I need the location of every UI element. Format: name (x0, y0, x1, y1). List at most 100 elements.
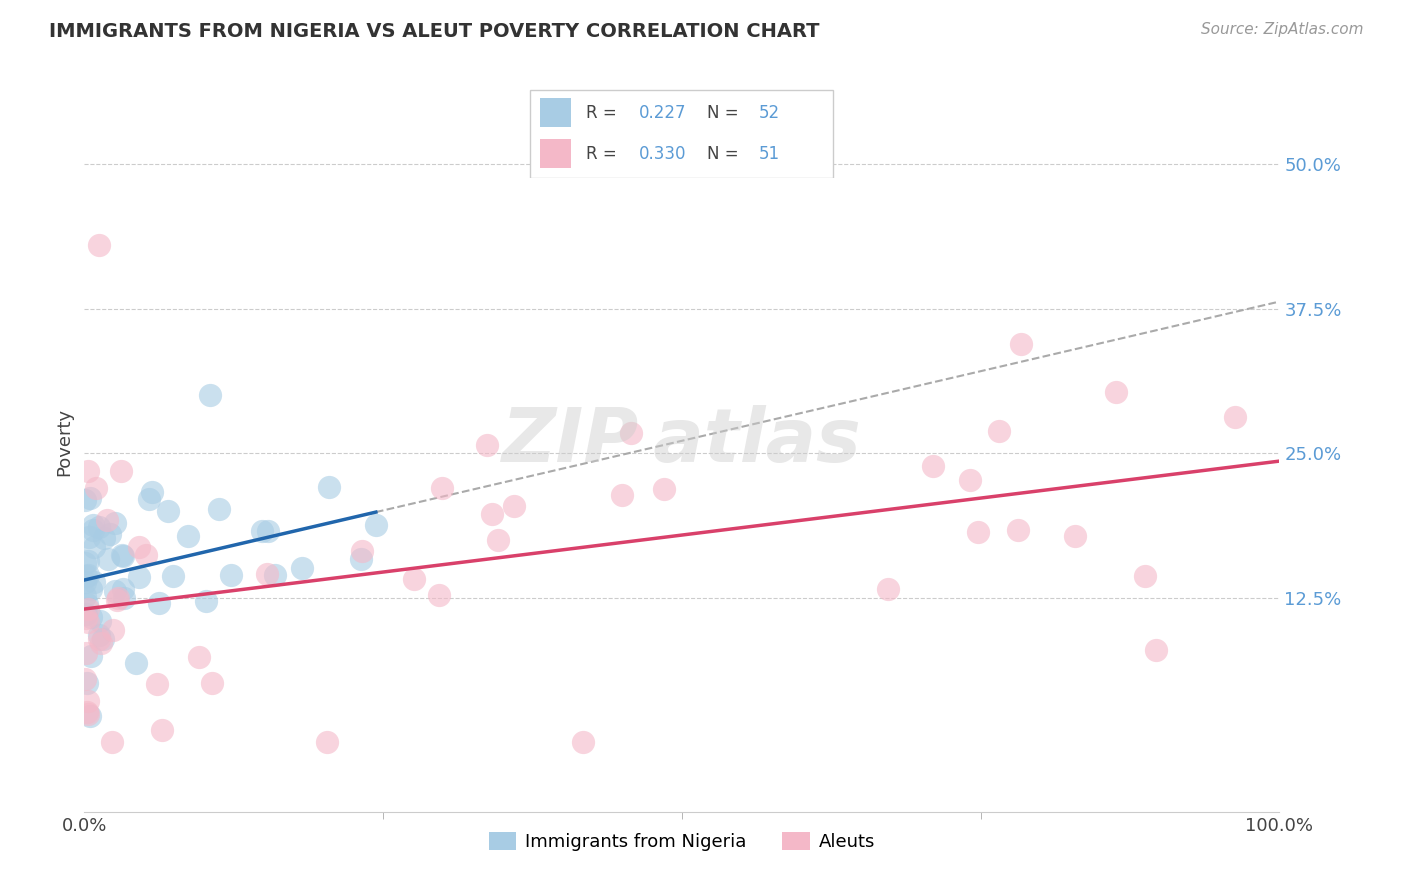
Point (1223, 409, 1246, 424)
Point (103, 516, 125, 530)
FancyBboxPatch shape (530, 90, 834, 178)
Text: Source: ZipAtlas.com: Source: ZipAtlas.com (1201, 22, 1364, 37)
Point (987, 425, 1010, 439)
Point (967, 525, 990, 540)
Point (148, 596, 170, 610)
Legend: Immigrants from Nigeria, Aleuts: Immigrants from Nigeria, Aleuts (482, 824, 882, 858)
Point (76, 694, 98, 708)
Point (219, 567, 242, 582)
Point (194, 594, 217, 608)
Point (256, 567, 278, 582)
Y-axis label: Poverty: Poverty (55, 408, 73, 475)
Point (1064, 529, 1087, 543)
Point (1007, 523, 1029, 537)
Point (84, 481, 107, 495)
Point (112, 591, 135, 606)
Text: ZIP atlas: ZIP atlas (502, 405, 862, 478)
Point (162, 569, 184, 583)
Point (101, 735, 124, 749)
Text: N =: N = (707, 104, 744, 122)
Point (150, 723, 173, 737)
Point (76, 706, 98, 721)
Point (77, 567, 100, 582)
Text: 0.330: 0.330 (638, 145, 686, 163)
Point (316, 735, 339, 749)
Point (93, 532, 115, 546)
Point (111, 548, 134, 562)
Point (77, 530, 100, 544)
Point (79, 582, 101, 596)
Point (104, 584, 127, 599)
Point (97, 552, 120, 566)
Point (652, 482, 675, 496)
Point (89, 615, 111, 629)
Point (128, 570, 150, 584)
Point (75, 493, 97, 508)
Point (111, 549, 134, 563)
Point (75, 646, 97, 660)
Point (90, 635, 112, 649)
Point (73, 589, 96, 603)
Text: N =: N = (707, 145, 744, 163)
Point (77, 464, 100, 478)
Point (75, 557, 97, 571)
Point (200, 388, 222, 402)
Point (201, 675, 224, 690)
Point (79, 491, 101, 505)
Point (83, 575, 105, 590)
Point (101, 624, 124, 638)
Point (75, 568, 97, 582)
Point (77, 602, 100, 616)
Point (82, 524, 104, 538)
Text: R =: R = (586, 145, 621, 163)
Text: 52: 52 (759, 104, 780, 122)
Point (876, 582, 898, 597)
Point (477, 438, 499, 452)
Point (76, 615, 98, 629)
Point (620, 425, 643, 440)
Point (959, 473, 981, 487)
Point (350, 544, 373, 558)
Point (502, 499, 524, 513)
Point (135, 548, 157, 562)
Point (402, 572, 425, 586)
Point (87, 628, 110, 642)
Point (80, 609, 103, 624)
FancyBboxPatch shape (540, 98, 571, 127)
Point (75, 607, 97, 621)
Point (350, 552, 373, 566)
Point (364, 517, 387, 532)
FancyBboxPatch shape (540, 139, 571, 168)
Point (76, 676, 98, 690)
Point (111, 582, 134, 597)
Point (73, 575, 96, 590)
Text: IMMIGRANTS FROM NIGERIA VS ALEUT POVERTY CORRELATION CHART: IMMIGRANTS FROM NIGERIA VS ALEUT POVERTY… (49, 22, 820, 41)
Point (96, 513, 118, 527)
Point (157, 503, 180, 517)
Point (83, 540, 105, 554)
Point (263, 567, 285, 582)
Point (430, 481, 453, 495)
Point (110, 464, 132, 478)
Point (80, 649, 103, 664)
Point (481, 508, 503, 522)
Point (177, 528, 200, 542)
Point (76, 597, 98, 611)
Point (1135, 568, 1157, 582)
Point (87, 238, 110, 252)
Point (1010, 337, 1032, 351)
Point (1105, 384, 1128, 399)
Point (252, 524, 274, 538)
Point (291, 561, 314, 575)
Point (79, 708, 101, 723)
Point (612, 488, 634, 502)
Point (188, 649, 211, 664)
Point (93, 632, 115, 647)
Point (98, 526, 121, 541)
Point (257, 524, 280, 538)
Point (107, 591, 129, 605)
Point (75, 673, 97, 687)
Point (77, 554, 100, 568)
Point (572, 735, 595, 749)
Point (145, 677, 167, 691)
